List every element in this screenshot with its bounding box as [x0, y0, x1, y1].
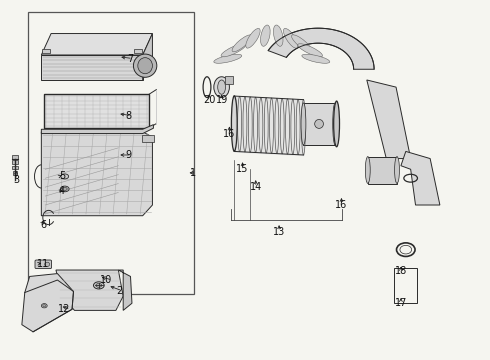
- Text: 16: 16: [335, 200, 347, 210]
- Bar: [303, 103, 335, 145]
- Ellipse shape: [61, 174, 69, 179]
- Text: 20: 20: [203, 95, 215, 105]
- Text: 14: 14: [249, 182, 262, 192]
- Ellipse shape: [283, 28, 298, 48]
- Polygon shape: [56, 270, 123, 310]
- Ellipse shape: [334, 101, 340, 147]
- Text: 2: 2: [116, 286, 122, 296]
- Bar: [134, 49, 142, 53]
- Ellipse shape: [221, 44, 246, 57]
- Bar: [28, 12, 194, 294]
- Polygon shape: [401, 152, 440, 205]
- Text: 7: 7: [127, 54, 133, 64]
- Ellipse shape: [301, 103, 306, 145]
- Ellipse shape: [233, 99, 236, 149]
- Ellipse shape: [60, 186, 69, 192]
- Text: 13: 13: [273, 227, 285, 237]
- Polygon shape: [118, 270, 132, 310]
- Ellipse shape: [292, 35, 312, 52]
- Bar: [42, 49, 50, 53]
- Text: 10: 10: [100, 275, 113, 285]
- Bar: [44, 94, 149, 128]
- Ellipse shape: [302, 54, 330, 63]
- Polygon shape: [22, 274, 74, 332]
- Ellipse shape: [394, 157, 399, 183]
- Ellipse shape: [273, 25, 283, 46]
- Ellipse shape: [298, 44, 322, 57]
- Ellipse shape: [96, 283, 102, 287]
- Bar: [12, 155, 19, 158]
- Ellipse shape: [333, 103, 338, 145]
- Ellipse shape: [94, 282, 104, 289]
- Ellipse shape: [218, 80, 225, 94]
- Bar: [224, 76, 233, 84]
- Bar: [44, 94, 149, 128]
- Ellipse shape: [45, 262, 49, 266]
- Ellipse shape: [232, 35, 252, 52]
- Bar: [12, 160, 18, 164]
- Ellipse shape: [138, 58, 152, 74]
- Polygon shape: [367, 80, 411, 158]
- Text: 19: 19: [216, 95, 228, 105]
- Ellipse shape: [246, 28, 260, 48]
- Text: 9: 9: [126, 150, 132, 160]
- Text: 3: 3: [13, 175, 19, 185]
- Polygon shape: [143, 33, 152, 80]
- Ellipse shape: [261, 25, 270, 46]
- Ellipse shape: [62, 187, 67, 190]
- Polygon shape: [268, 28, 374, 69]
- Ellipse shape: [214, 54, 242, 63]
- Text: 1: 1: [190, 168, 196, 178]
- Text: 17: 17: [395, 298, 407, 308]
- Ellipse shape: [41, 303, 47, 308]
- FancyBboxPatch shape: [35, 260, 51, 269]
- Text: 18: 18: [395, 266, 407, 276]
- Bar: [12, 166, 18, 169]
- Text: 15: 15: [236, 164, 249, 174]
- Text: 6: 6: [40, 220, 47, 230]
- Ellipse shape: [43, 305, 46, 307]
- Ellipse shape: [315, 120, 323, 129]
- Ellipse shape: [214, 77, 229, 98]
- Polygon shape: [41, 125, 153, 134]
- Polygon shape: [41, 132, 152, 216]
- Bar: [142, 135, 154, 143]
- Ellipse shape: [231, 96, 237, 151]
- Text: 4: 4: [59, 186, 65, 197]
- Text: 8: 8: [126, 111, 132, 121]
- Text: 12: 12: [58, 304, 71, 314]
- Bar: [368, 157, 397, 184]
- Bar: [13, 171, 18, 175]
- Ellipse shape: [133, 54, 157, 77]
- Text: 16: 16: [223, 129, 236, 139]
- Bar: [394, 267, 417, 303]
- Text: 5: 5: [59, 171, 65, 181]
- Text: 11: 11: [36, 259, 49, 269]
- Polygon shape: [41, 55, 143, 80]
- Polygon shape: [41, 33, 152, 55]
- Ellipse shape: [366, 157, 370, 183]
